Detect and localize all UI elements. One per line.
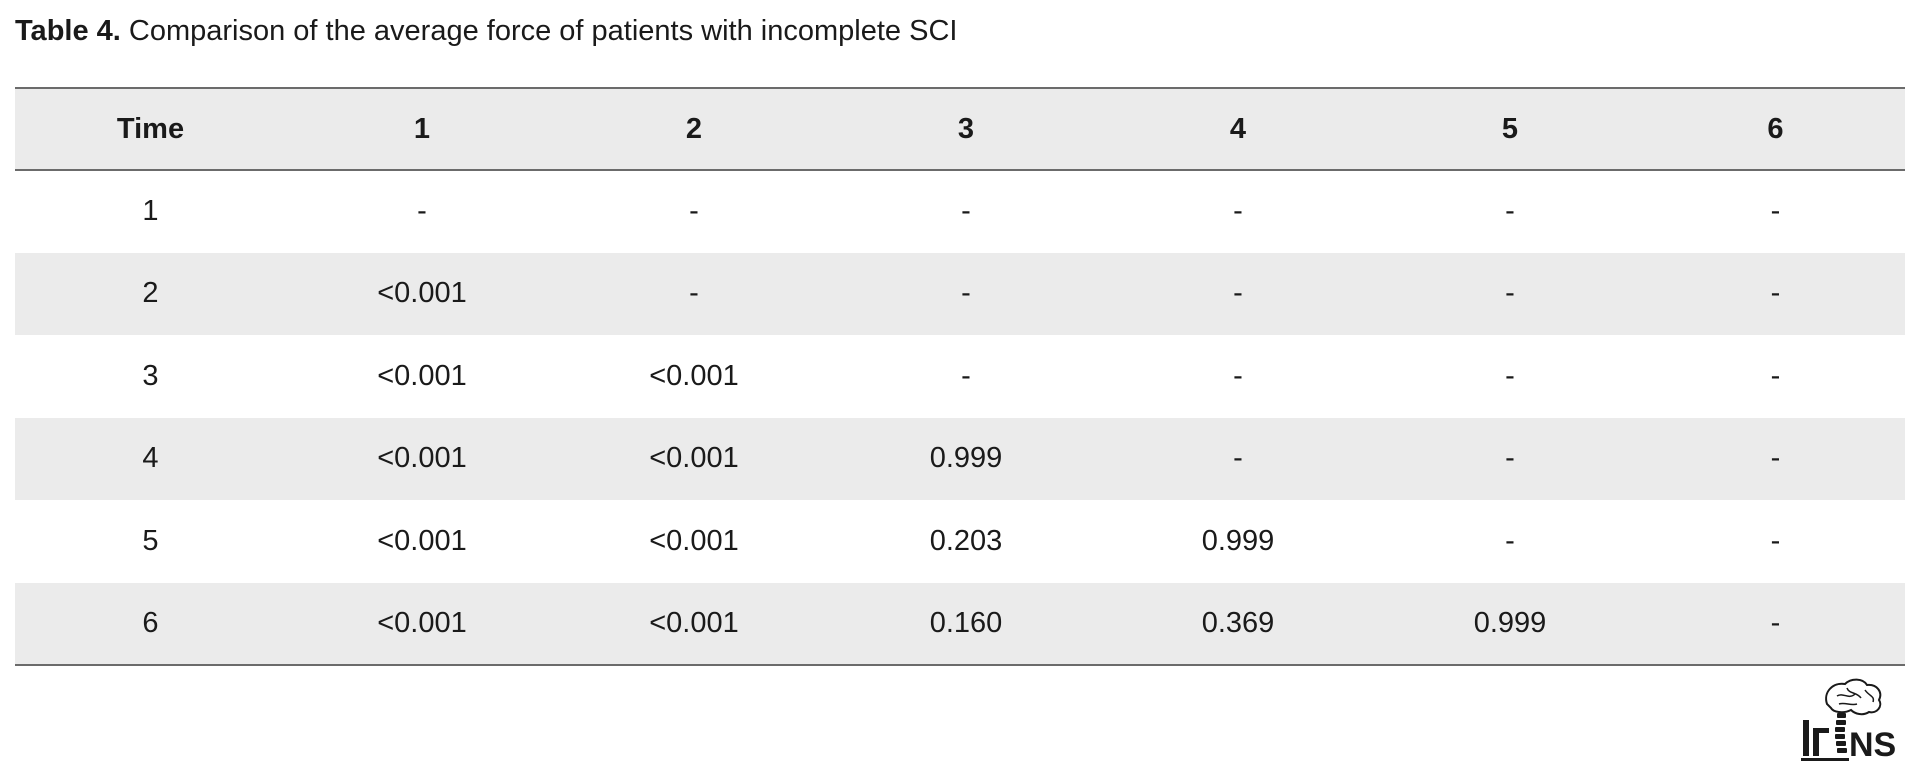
table-cell: - <box>1505 442 1515 475</box>
table-cell: <0.001 <box>377 524 467 557</box>
table-cell: - <box>689 277 699 310</box>
header-time: Time <box>116 112 185 145</box>
table-cell: 3 <box>142 359 159 392</box>
table-cell: 0.999 <box>929 442 1003 475</box>
comparison-table: Time 1 2 3 4 5 6 1 - - - - - - 2 <0.001 … <box>15 87 1905 666</box>
table-cell: - <box>1505 524 1515 557</box>
header-1: 1 <box>413 112 431 145</box>
table-row: 6 <0.001 <0.001 0.160 0.369 0.999 - <box>15 582 1905 665</box>
table-cell: <0.001 <box>649 442 739 475</box>
table-cell: <0.001 <box>649 359 739 392</box>
header-5: 5 <box>1501 112 1519 145</box>
table-cell: 5 <box>142 524 159 557</box>
header-6: 6 <box>1767 112 1784 145</box>
table-header-row: Time 1 2 3 4 5 6 <box>15 88 1905 170</box>
table-row: 5 <0.001 <0.001 0.203 0.999 - - <box>15 500 1905 583</box>
header-4: 4 <box>1229 112 1247 145</box>
table-cell: - <box>1505 359 1515 392</box>
table-cell: 6 <box>142 606 159 639</box>
header-3: 3 <box>957 112 975 145</box>
table-cell: 0.160 <box>929 606 1003 639</box>
table-caption-label: Table 4. <box>15 15 121 47</box>
table-cell: - <box>961 277 971 310</box>
table-cell: - <box>417 195 427 228</box>
brain-spine-logo-icon: NS <box>1801 678 1896 764</box>
header-2: 2 <box>685 112 703 145</box>
table-cell: - <box>961 195 971 228</box>
table-cell: - <box>1770 606 1781 639</box>
table-cell: - <box>1233 277 1243 310</box>
table-cell: <0.001 <box>649 524 739 557</box>
table-cell: 1 <box>142 195 159 228</box>
table-cell: 4 <box>142 442 159 475</box>
table-cell: - <box>1233 195 1243 228</box>
table-row: 3 <0.001 <0.001 - - - - <box>15 335 1905 418</box>
table-cell: - <box>1770 359 1781 392</box>
table-cell: 2 <box>142 277 159 310</box>
table-row: 2 <0.001 - - - - - <box>15 252 1905 335</box>
table-cell: - <box>1233 442 1243 475</box>
table-cell: 0.999 <box>1473 606 1547 639</box>
table-cell: - <box>1770 277 1781 310</box>
table-cell: 0.369 <box>1201 606 1275 639</box>
table-caption: Table 4. Comparison of the average force… <box>15 11 957 51</box>
table-cell: <0.001 <box>377 606 467 639</box>
table-cell: - <box>1505 195 1515 228</box>
table-caption-text: Comparison of the average force of patie… <box>120 15 958 47</box>
table-cell: - <box>1233 359 1243 392</box>
table-cell: <0.001 <box>377 442 467 475</box>
table-cell: 0.999 <box>1201 524 1275 557</box>
table-row: 4 <0.001 <0.001 0.999 - - - <box>15 417 1905 500</box>
table-cell: <0.001 <box>377 359 467 392</box>
table-cell: - <box>1505 277 1515 310</box>
logo-text: NS <box>1849 726 1896 764</box>
table-cell: 0.203 <box>929 524 1003 557</box>
table-cell: - <box>1770 195 1781 228</box>
table-row: 1 - - - - - - <box>15 170 1905 253</box>
table-cell: <0.001 <box>649 606 739 639</box>
table-cell: <0.001 <box>377 277 467 310</box>
table-cell: - <box>689 195 699 228</box>
table-cell: - <box>1770 442 1781 475</box>
table-cell: - <box>961 359 971 392</box>
table-cell: - <box>1770 524 1781 557</box>
